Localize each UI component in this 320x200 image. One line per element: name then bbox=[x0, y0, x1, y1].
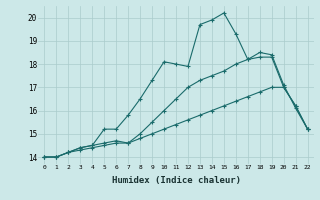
X-axis label: Humidex (Indice chaleur): Humidex (Indice chaleur) bbox=[111, 176, 241, 185]
